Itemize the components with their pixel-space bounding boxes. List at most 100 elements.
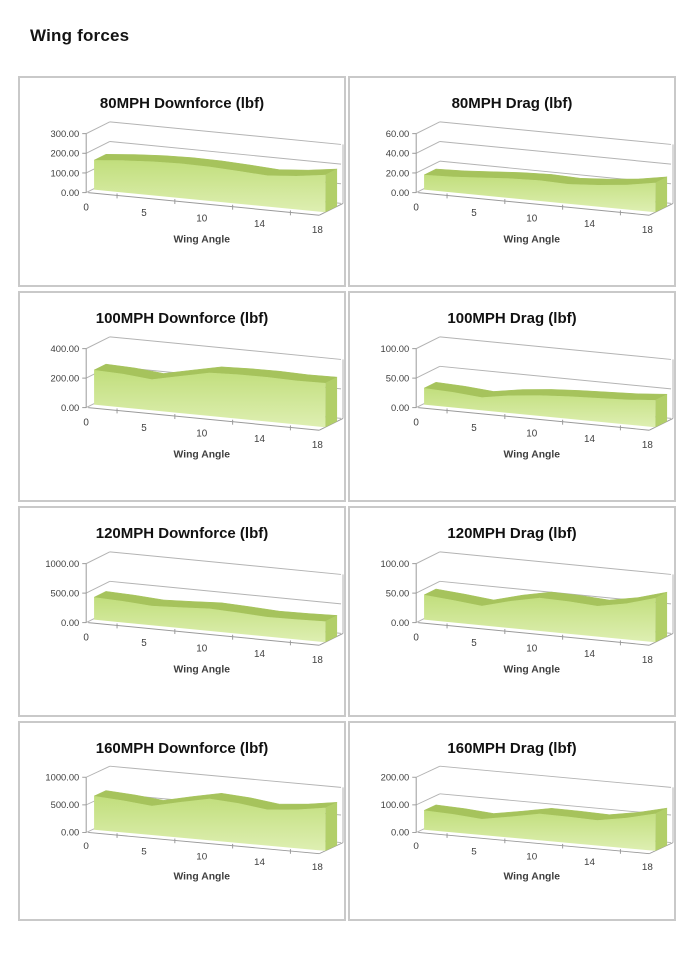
charts-grid: 80MPH Downforce (lbf) 0.00 100.00 200.00 30…	[0, 76, 698, 921]
chart-canvas: 0.00 100.00 200.00 300.00 0 5 10 14 18 Wing Angle	[51, 121, 344, 246]
x-tick-label: 14	[254, 219, 266, 230]
x-tick-label: 18	[642, 225, 654, 236]
y-tick-label: 400.00	[51, 344, 80, 354]
x-tick-label: 14	[584, 857, 596, 868]
chart-card[interactable]: 80MPH Drag (lbf) 0.00 20.00 40.00 60.00 0 5 10…	[348, 76, 676, 287]
y-tick-label: 100.00	[51, 168, 80, 178]
x-tick-label: 14	[254, 649, 266, 660]
x-tick-label: 10	[526, 644, 538, 655]
x-tick-label: 5	[141, 847, 146, 858]
area-series	[424, 810, 656, 851]
x-tick-label: 10	[526, 429, 538, 440]
x-axis-line	[88, 622, 320, 646]
gridline-back	[439, 793, 672, 816]
chart-card[interactable]: 100MPH Downforce (lbf) 0.00 200.00 400.00 0…	[18, 291, 346, 502]
area-side-surface	[655, 176, 668, 213]
area-side-surface	[655, 592, 668, 643]
gridline-back	[439, 551, 672, 575]
x-tick-label: 0	[413, 841, 418, 852]
chart-title: 160MPH Drag (lbf)	[447, 740, 577, 757]
x-tick-label: 10	[526, 852, 537, 863]
y-tick-label: 0.00	[61, 618, 79, 628]
chart-canvas: 0.00 100.00 200.00 0 5 10 14 18 Wing Angle	[381, 765, 674, 882]
gridline-back	[439, 365, 672, 390]
chart-title: 160MPH Downforce (lbf)	[95, 740, 269, 757]
chart-card[interactable]: 100MPH Drag (lbf) 0.00 50.00 100.00 0 5 10 14 1…	[348, 291, 676, 502]
x-tick-label: 5	[141, 638, 147, 649]
y-tick-label: 200.00	[381, 773, 410, 783]
gridline-back	[109, 336, 342, 360]
chart-canvas: 0.00 500.00 1000.00 0 5 10 14 18 Wing Angle	[45, 765, 344, 882]
gridline-wall	[85, 765, 111, 778]
area-side-surface	[325, 802, 338, 851]
x-tick-label: 0	[83, 417, 89, 428]
chart-canvas: 0.00 200.00 400.00 0 5 10 14 18 Wing Angle	[51, 336, 344, 461]
gridline-wall	[415, 551, 441, 565]
x-axis-title: Wing Angle	[504, 665, 561, 676]
area-series	[94, 160, 326, 213]
area-top-surface	[423, 381, 668, 401]
x-axis-title: Wing Angle	[174, 450, 231, 461]
gridline-wall	[415, 160, 441, 174]
gridline-wall	[85, 141, 111, 154]
x-tick-label: 0	[83, 841, 88, 852]
area-side-surface	[325, 377, 338, 428]
area-top-surface	[423, 588, 668, 607]
x-tick-label: 18	[642, 863, 653, 874]
page-title: Wing forces	[30, 26, 130, 45]
gridline-wall	[85, 551, 111, 565]
gridline-back	[439, 121, 672, 145]
chart-title: 100MPH Downforce (lbf)	[95, 310, 269, 327]
gridline-back	[109, 121, 342, 145]
area-series	[424, 174, 656, 213]
chart-card[interactable]: 120MPH Drag (lbf) 0.00 50.00 100.00 0 5 10 14 1…	[348, 506, 676, 717]
y-tick-label: 50.00	[386, 589, 409, 599]
area-series	[94, 370, 326, 428]
gridline-wall	[415, 580, 441, 594]
x-tick-label: 0	[413, 632, 419, 643]
x-tick-label: 0	[83, 202, 89, 213]
gridline-back	[109, 765, 342, 788]
x-axis-line	[88, 832, 320, 855]
x-tick-label: 14	[254, 434, 266, 445]
area-series	[424, 594, 656, 643]
y-tick-label: 500.00	[51, 800, 80, 810]
x-tick-label: 14	[584, 219, 596, 230]
y-tick-label: 0.00	[391, 618, 409, 628]
gridline-wall	[415, 793, 441, 806]
chart-card[interactable]: 80MPH Downforce (lbf) 0.00 100.00 200.00 30…	[18, 76, 346, 287]
area-top-surface	[93, 363, 338, 384]
y-tick-label: 0.00	[61, 188, 79, 198]
x-tick-label: 0	[413, 417, 419, 428]
chart-card[interactable]: 160MPH Downforce (lbf) 0.00 500.00 1000.00…	[18, 721, 346, 921]
x-tick-label: 18	[312, 655, 324, 666]
gridline-back	[439, 140, 672, 165]
gridline-back	[109, 140, 342, 165]
x-axis-line	[418, 832, 650, 855]
y-tick-label: 0.00	[391, 828, 409, 838]
y-tick-label: 0.00	[61, 403, 79, 413]
y-tick-label: 0.00	[391, 403, 409, 413]
chart-card[interactable]: 160MPH Drag (lbf) 0.00 100.00 200.00 0 5 10 14…	[348, 721, 676, 921]
chart-canvas: 0.00 500.00 1000.00 0 5 10 14 18 Wing Angle	[45, 551, 344, 676]
x-axis-line	[418, 192, 650, 216]
x-tick-label: 10	[196, 644, 208, 655]
x-axis-line	[418, 622, 650, 646]
area-side-surface	[325, 615, 338, 643]
chart-card[interactable]: 120MPH Downforce (lbf) 0.00 500.00 1000.00…	[18, 506, 346, 717]
x-tick-label: 18	[312, 440, 324, 451]
chart-title: 80MPH Drag (lbf)	[451, 95, 573, 112]
y-tick-label: 0.00	[391, 188, 409, 198]
y-tick-label: 1000.00	[45, 773, 79, 783]
chart-title: 120MPH Drag (lbf)	[447, 525, 577, 542]
x-tick-label: 5	[471, 847, 476, 858]
y-tick-label: 100.00	[381, 800, 410, 810]
area-top-surface	[423, 804, 668, 821]
gridline-wall	[415, 336, 441, 350]
x-axis-title: Wing Angle	[174, 235, 231, 246]
y-tick-label: 40.00	[386, 149, 409, 159]
x-tick-label: 18	[312, 225, 324, 236]
y-tick-label: 50.00	[386, 374, 409, 384]
area-side-surface	[655, 808, 668, 851]
y-tick-label: 300.00	[51, 129, 80, 139]
